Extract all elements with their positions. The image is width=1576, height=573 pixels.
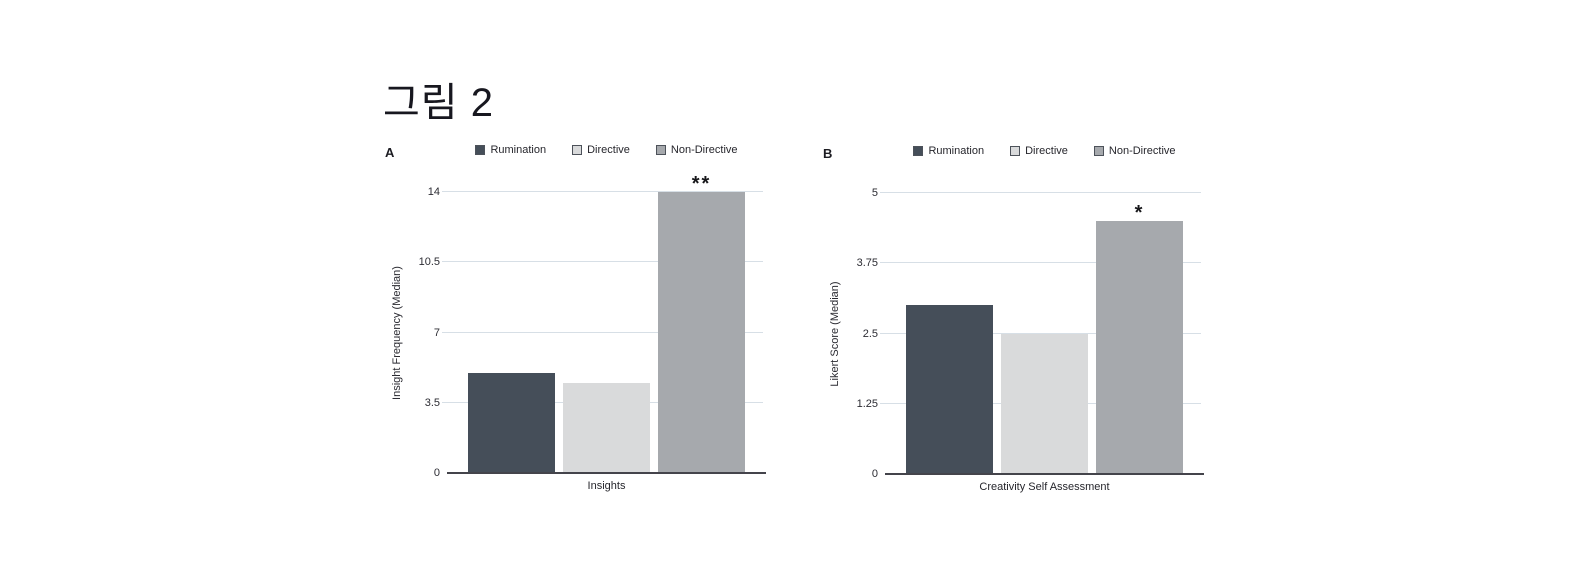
legend-label: Directive [1025,145,1068,157]
bar-directive [1001,333,1088,474]
legend-item-rumination: Rumination [475,144,546,156]
chart-panel-a: A Rumination Directive Non-Directive Insig… [382,138,782,503]
legend-item-non-directive: Non-Directive [655,144,738,156]
legend-label: Rumination [928,145,985,157]
y-tick-label: 0 [433,467,440,479]
y-tick-label: 0 [871,468,878,480]
y-tick-label: 3.75 [856,257,878,270]
legend-swatch [1093,146,1104,156]
bar-non-directive: * [1096,203,1183,474]
legend-label: Rumination [490,144,547,156]
y-tick-label: 2.5 [862,327,878,340]
legend-item-non-directive: Non-Directive [1093,145,1176,157]
x-axis-line [447,472,766,474]
gridline [880,192,1201,193]
y-tick-label: 14 [427,186,440,198]
legend-item-directive: Directive [1010,145,1068,157]
legend-item-rumination: Rumination [913,145,984,157]
y-tick-label: 7 [433,326,440,339]
gridline [880,262,1201,264]
y-ticks: 0 3.5 7 10.5 14 [382,186,440,479]
legend-swatch [572,145,583,155]
y-tick-label: 10.5 [418,256,440,269]
legend-item-directive: Directive [572,144,630,156]
gridline [442,191,763,192]
legend: Rumination Directive Non-Directive [450,144,763,156]
significance-marker: * [1134,202,1145,225]
legend-swatch [655,145,666,155]
plot-area: ** [442,174,766,474]
bars: * [888,193,1201,474]
legend-swatch [1010,146,1021,156]
x-axis-line [885,473,1204,475]
legend: Rumination Directive Non-Directive [888,145,1201,157]
bars: ** [450,174,763,473]
legend-label: Non-Directive [1108,145,1176,157]
significance-marker: ** [691,173,712,195]
y-ticks: 0 1.25 2.5 3.75 5 [820,187,878,480]
chart-panel-b: B Rumination Directive Non-Directive Liker… [820,139,1220,504]
legend-label: Directive [587,144,630,156]
gridline [442,261,763,263]
x-axis-label: Creativity Self Assessment [979,481,1110,493]
bar-rumination [468,372,555,473]
bar-rumination [906,305,993,474]
bar-directive [563,382,650,473]
legend-label: Non-Directive [670,144,738,156]
y-tick-label: 1.25 [856,397,878,410]
legend-swatch [475,145,486,155]
panel-label-a: A [385,145,395,160]
gridline [880,332,1201,334]
panel-label-b: B [823,146,833,161]
plot-area: * [880,192,1204,475]
y-tick-label: 5 [871,187,878,199]
figure-title: 그림 2 [383,81,494,125]
gridline [442,331,763,333]
x-axis-label: Insights [587,480,626,492]
legend-swatch [913,146,924,156]
bar-non-directive: ** [658,174,745,473]
y-tick-label: 3.5 [424,396,440,409]
